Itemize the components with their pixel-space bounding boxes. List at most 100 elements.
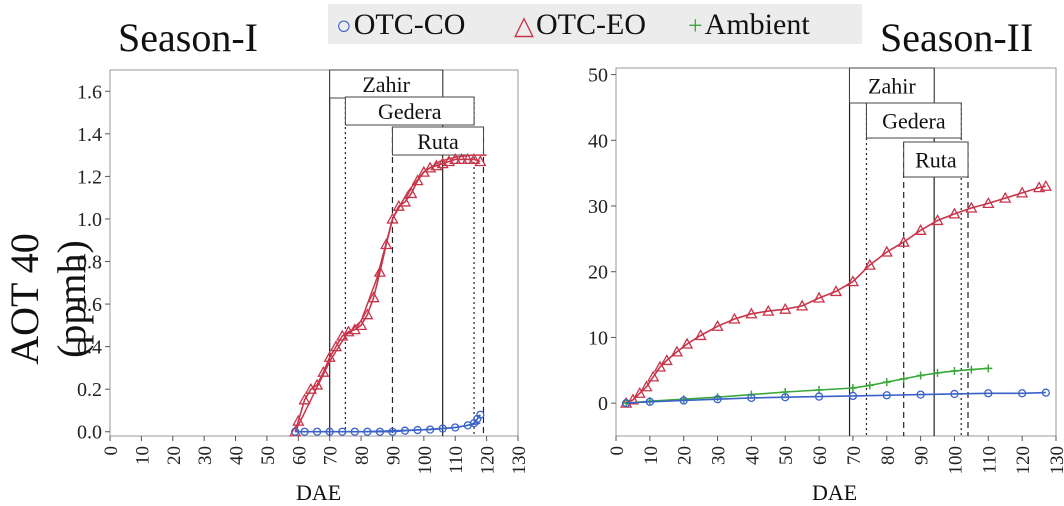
series-line bbox=[294, 158, 481, 432]
x-axis-label-season-1: DAE bbox=[296, 480, 342, 505]
y-tick-label: 50 bbox=[588, 65, 608, 87]
data-point-circle bbox=[413, 425, 422, 435]
data-point-triangle bbox=[373, 265, 387, 277]
y-tick-label: 1.6 bbox=[77, 81, 102, 103]
data-point-circle bbox=[882, 391, 891, 400]
data-point-triangle bbox=[311, 378, 324, 390]
data-point-triangle bbox=[694, 329, 707, 341]
data-point-triangle bbox=[948, 207, 961, 219]
data-point-circle bbox=[375, 427, 385, 436]
data-point-plus bbox=[848, 384, 857, 393]
data-point-triangle bbox=[863, 258, 876, 270]
x-tick-label: 120 bbox=[478, 446, 499, 475]
x-tick-label: 130 bbox=[1047, 446, 1064, 475]
y-tick-label: 0.8 bbox=[77, 252, 102, 274]
x-tick-label: 10 bbox=[132, 446, 153, 465]
data-point-circle bbox=[363, 427, 372, 436]
plot-frame bbox=[615, 67, 1057, 437]
data-point-circle bbox=[312, 427, 322, 436]
x-tick-label: 0 bbox=[101, 446, 122, 456]
data-point-triangle bbox=[461, 153, 474, 165]
data-point-triangle bbox=[965, 201, 978, 213]
legend-label-otc-eo: OTC-EO bbox=[536, 8, 646, 41]
x-tick-label: 100 bbox=[415, 446, 436, 475]
data-point-circle bbox=[1018, 389, 1027, 398]
triangle-marker-icon: △ bbox=[514, 11, 534, 40]
data-point-plus bbox=[916, 371, 925, 380]
series-line bbox=[625, 185, 1046, 404]
plot-season-1: 0 10 20 30 40 50 60 70 80 90 100 110 120 130 0.0 0.2 0.4… bbox=[77, 69, 530, 475]
x-axis-label-season-2: DAE bbox=[812, 480, 858, 505]
stage-box bbox=[344, 96, 475, 126]
data-point-circle bbox=[325, 427, 334, 436]
series-line bbox=[626, 391, 1046, 404]
x-tick-label: 80 bbox=[352, 446, 373, 465]
data-point-circle bbox=[350, 427, 359, 436]
data-point-circle bbox=[916, 390, 925, 399]
legend-item-otc-eo: △OTC-EO bbox=[514, 8, 646, 42]
y-tick-label: 10 bbox=[588, 327, 608, 349]
data-point-triangle bbox=[405, 187, 418, 199]
data-point-circle bbox=[984, 389, 993, 398]
circle-marker-icon: ○ bbox=[336, 11, 352, 40]
data-point-triangle bbox=[829, 285, 843, 297]
legend: ○OTC-CO △OTC-EO +Ambient bbox=[328, 4, 862, 44]
data-point-triangle bbox=[812, 291, 826, 303]
data-point-plus bbox=[950, 366, 959, 375]
stage-box bbox=[391, 126, 484, 156]
x-tick-label: 30 bbox=[709, 446, 730, 465]
data-point-triangle bbox=[411, 174, 424, 186]
x-tick-label: 130 bbox=[509, 446, 530, 475]
x-tick-label: 50 bbox=[258, 446, 279, 465]
data-point-triangle bbox=[386, 212, 399, 224]
data-point-triangle bbox=[298, 393, 311, 405]
x-tick-label: 80 bbox=[878, 446, 899, 465]
stage-label: Ruta bbox=[915, 148, 957, 173]
x-tick-label: 50 bbox=[776, 446, 797, 465]
stage-label: Gedera bbox=[378, 99, 442, 124]
y-tick-label: 1.4 bbox=[77, 124, 102, 146]
x-tick-label: 60 bbox=[810, 446, 831, 465]
data-point-triangle bbox=[982, 197, 995, 209]
y-tick-label: 40 bbox=[588, 130, 608, 152]
legend-label-ambient: Ambient bbox=[704, 8, 810, 41]
data-point-circle bbox=[622, 398, 631, 408]
data-point-circle bbox=[1041, 388, 1050, 397]
x-tick-label: 70 bbox=[321, 446, 342, 465]
series-line bbox=[295, 414, 481, 433]
data-point-plus bbox=[984, 364, 993, 373]
y-tick-label: 0.0 bbox=[77, 422, 102, 444]
data-point-triangle bbox=[292, 414, 305, 426]
data-point-circle bbox=[388, 427, 397, 436]
y-tick-label: 1.0 bbox=[77, 209, 102, 231]
data-point-triangle bbox=[317, 365, 330, 377]
stage-box bbox=[849, 67, 935, 104]
data-point-triangle bbox=[846, 275, 860, 287]
data-point-circle bbox=[713, 395, 722, 404]
data-point-triangle bbox=[633, 386, 646, 398]
stage-label: Gedera bbox=[882, 109, 946, 134]
data-point-circle bbox=[300, 427, 309, 436]
y-tick-label: 30 bbox=[588, 196, 608, 218]
x-tick-label: 60 bbox=[289, 446, 310, 465]
series-line bbox=[626, 367, 989, 404]
data-point-triangle bbox=[728, 312, 741, 324]
data-point-triangle bbox=[467, 153, 481, 165]
x-tick-label: 70 bbox=[844, 446, 865, 465]
data-point-triangle bbox=[474, 155, 487, 167]
data-point-triangle bbox=[380, 238, 393, 250]
legend-item-otc-co: ○OTC-CO bbox=[336, 8, 465, 42]
stage-label: Zahir bbox=[868, 74, 916, 99]
x-tick-label: 100 bbox=[945, 446, 966, 475]
data-point-triangle bbox=[354, 319, 368, 330]
x-tick-label: 90 bbox=[383, 446, 404, 465]
data-point-circle bbox=[781, 393, 790, 402]
data-point-circle bbox=[645, 397, 654, 406]
data-point-triangle bbox=[361, 308, 374, 320]
data-point-triangle bbox=[880, 245, 893, 257]
data-point-triangle bbox=[711, 319, 724, 331]
data-point-triangle bbox=[999, 191, 1012, 203]
data-point-circle bbox=[814, 392, 824, 401]
data-point-circle bbox=[400, 426, 410, 435]
